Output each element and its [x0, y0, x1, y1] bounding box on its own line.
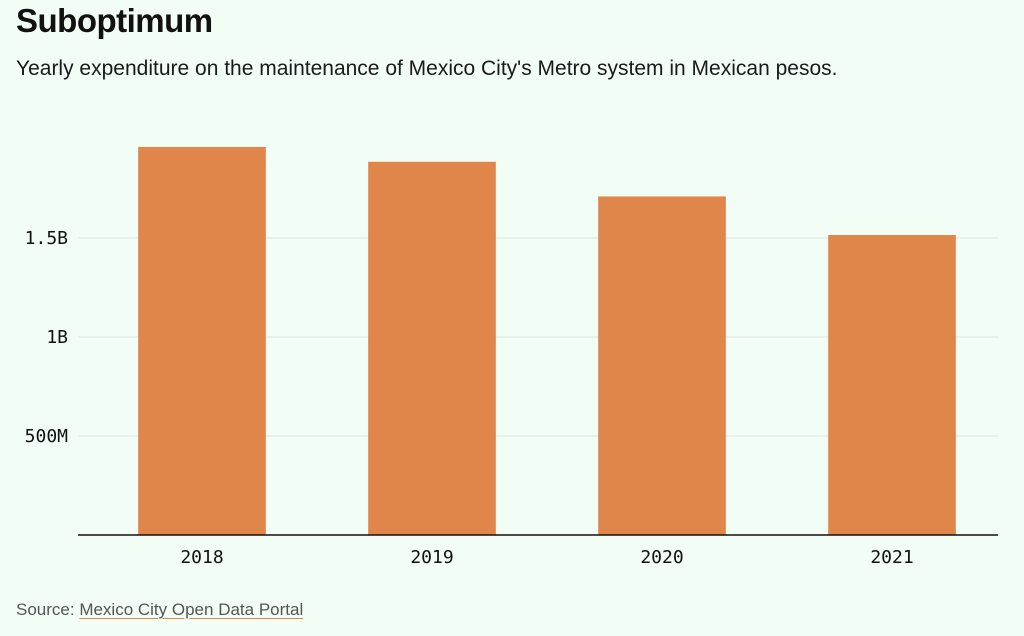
x-tick-label: 2020: [640, 547, 683, 568]
chart-title: Suboptimum: [16, 2, 213, 39]
source-link[interactable]: Mexico City Open Data Portal: [79, 600, 304, 619]
y-tick-label: 500M: [25, 426, 69, 447]
x-tick-label: 2018: [180, 547, 223, 568]
bar-2018: [138, 146, 266, 536]
source-note: Source: Mexico City Open Data Portal: [16, 600, 303, 620]
source-prefix: Source:: [16, 600, 80, 619]
x-tick-label: 2019: [410, 547, 453, 568]
bar-2020: [598, 196, 726, 536]
bar-2021: [828, 235, 956, 535]
bar-2019: [368, 161, 496, 535]
bar-chart: 500M 1B 1.5B 2018 2019 2020 2021: [25, 146, 998, 568]
y-axis-ticks: 500M 1B 1.5B: [25, 228, 69, 447]
x-axis-ticks: 2018 2019 2020 2021: [180, 547, 913, 568]
y-tick-label: 1B: [46, 327, 68, 348]
y-tick-label: 1.5B: [25, 228, 68, 249]
bars: [138, 146, 956, 536]
chart-subtitle: Yearly expenditure on the maintenance of…: [16, 57, 838, 80]
x-tick-label: 2021: [870, 547, 913, 568]
